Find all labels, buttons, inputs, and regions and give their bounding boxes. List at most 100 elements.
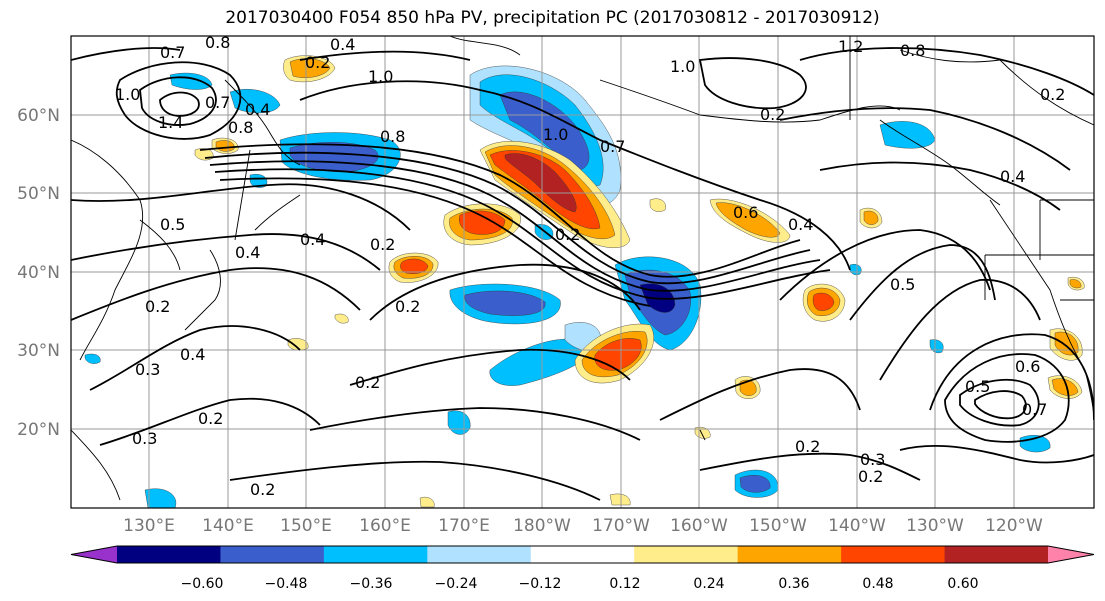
contour-label: 0.3	[860, 450, 885, 469]
contour-label: 0.2	[760, 105, 785, 124]
contour-label: 0.2	[795, 437, 820, 456]
colorbar-tick-label: 0.48	[862, 576, 893, 592]
colorbar-tick-label: 0.24	[693, 576, 724, 592]
negative-precip-region	[499, 91, 590, 171]
lat-tick-label: 20°N	[17, 420, 60, 440]
longitude-labels: 130°E 140°E 150°E 160°E 170°E 180°W 170°…	[123, 516, 1043, 536]
colorbar-extend-max	[1048, 546, 1094, 563]
positive-precip-region	[812, 292, 835, 311]
contour-label: 0.8	[228, 118, 253, 137]
negative-precip-region	[464, 290, 546, 316]
contour-label: 0.2	[145, 297, 170, 316]
map-frame	[70, 35, 1095, 509]
colorbar-tick-label: −0.24	[435, 576, 478, 592]
positive-precip-region	[609, 493, 631, 506]
chart-title: 2017030400 F054 850 hPa PV, precipitatio…	[225, 8, 880, 28]
contour-label: 0.8	[900, 41, 925, 60]
colorbar-segments	[70, 545, 1095, 564]
contour-label: 0.4	[235, 243, 260, 262]
lon-tick-label: 180°W	[513, 516, 571, 536]
contour-label: 1.0	[543, 125, 568, 144]
positive-precip-region	[649, 198, 666, 212]
colorbar-tick-label: 0.12	[609, 576, 640, 592]
contour-label: 0.4	[300, 230, 325, 249]
colorbar-segment	[117, 546, 221, 563]
lat-tick-label: 50°N	[17, 184, 60, 204]
contour-label: 1.0	[670, 57, 695, 76]
contour-label: 0.5	[160, 215, 185, 234]
contour-label: 0.5	[965, 377, 990, 396]
positive-precip-region	[739, 379, 757, 396]
contour-label: 0.3	[132, 429, 157, 448]
colorbar-segment	[841, 546, 946, 563]
contour-label: 0.2	[355, 373, 380, 392]
contour-label: 0.6	[1015, 357, 1040, 376]
contour-label: 0.4	[245, 100, 270, 119]
contour-label: 0.4	[180, 345, 205, 364]
colorbar-segment	[737, 546, 842, 563]
lon-tick-label: 170°E	[438, 516, 490, 536]
contour-label: 0.4	[330, 35, 355, 54]
positive-anomaly-regions	[194, 55, 1085, 508]
contour-label: 0.7	[600, 137, 625, 156]
positive-precip-region	[334, 313, 349, 324]
lon-tick-label: 160°W	[670, 516, 728, 536]
colorbar-outline	[70, 545, 1095, 564]
lon-tick-label: 140°E	[202, 516, 254, 536]
lon-tick-label: 130°W	[906, 516, 964, 536]
colorbar-tick-label: −0.12	[519, 576, 562, 592]
contour-label: 0.3	[135, 360, 160, 379]
lon-tick-label: 160°E	[359, 516, 411, 536]
contour-label: 0.7	[205, 93, 230, 112]
negative-anomaly-regions	[84, 65, 1051, 508]
positive-precip-region	[287, 338, 309, 351]
negative-precip-region	[144, 488, 177, 508]
positive-precip-region	[1069, 279, 1082, 289]
precipitation-shading	[84, 55, 1085, 508]
colorbar-segment	[944, 546, 1049, 563]
lat-tick-label: 60°N	[17, 106, 60, 126]
contour-label: 0.4	[1000, 167, 1025, 186]
negative-precip-region	[84, 353, 101, 364]
lat-tick-label: 30°N	[17, 341, 60, 361]
contour-label: 1.2	[838, 37, 863, 56]
contour-label: 1.4	[158, 113, 183, 132]
positive-precip-region	[459, 210, 506, 235]
positive-precip-region	[1051, 378, 1079, 396]
pv-contours	[71, 47, 1094, 501]
latitude-labels: 60°N 50°N 40°N 30°N 20°N	[17, 106, 60, 440]
colorbar-tick-label: 0.36	[778, 576, 809, 592]
contour-label: 0.8	[380, 127, 405, 146]
colorbar-segment	[323, 546, 428, 563]
contour-label: 0.2	[370, 235, 395, 254]
colorbar-segment	[427, 546, 532, 563]
positive-precip-region	[419, 496, 435, 508]
lon-tick-label: 150°W	[749, 516, 807, 536]
contour-label: 0.2	[198, 409, 223, 428]
contour-label: 0.2	[250, 480, 275, 499]
contour-label: 1.0	[115, 85, 140, 104]
contour-label: 0.2	[858, 467, 883, 486]
contour-label: 0.2	[555, 225, 580, 244]
colorbar-extend-min	[71, 546, 117, 563]
contour-label: 0.7	[160, 43, 185, 62]
positive-precip-region	[715, 202, 781, 238]
positive-precip-region	[863, 210, 879, 225]
contour-label: 1.0	[368, 67, 393, 86]
colorbar-tick-label: 0.60	[947, 576, 978, 592]
positive-precip-region	[400, 258, 429, 274]
colorbar-segment	[220, 546, 325, 563]
contour-label: 0.5	[890, 275, 915, 294]
contour-labels: 0.7 0.8 0.4 0.2 1.0 1.0 1.0 0.7 0.4 1.4 …	[115, 33, 1065, 499]
contour-label: 0.4	[788, 215, 813, 234]
contour-label: 0.6	[733, 203, 758, 222]
lon-tick-label: 140°W	[828, 516, 886, 536]
negative-precip-region	[289, 142, 379, 173]
coastlines	[71, 36, 1094, 501]
contour-label: 0.8	[205, 33, 230, 52]
lon-tick-label: 130°E	[123, 516, 175, 536]
contour-label: 0.2	[395, 297, 420, 316]
positive-precip-region	[594, 338, 642, 371]
